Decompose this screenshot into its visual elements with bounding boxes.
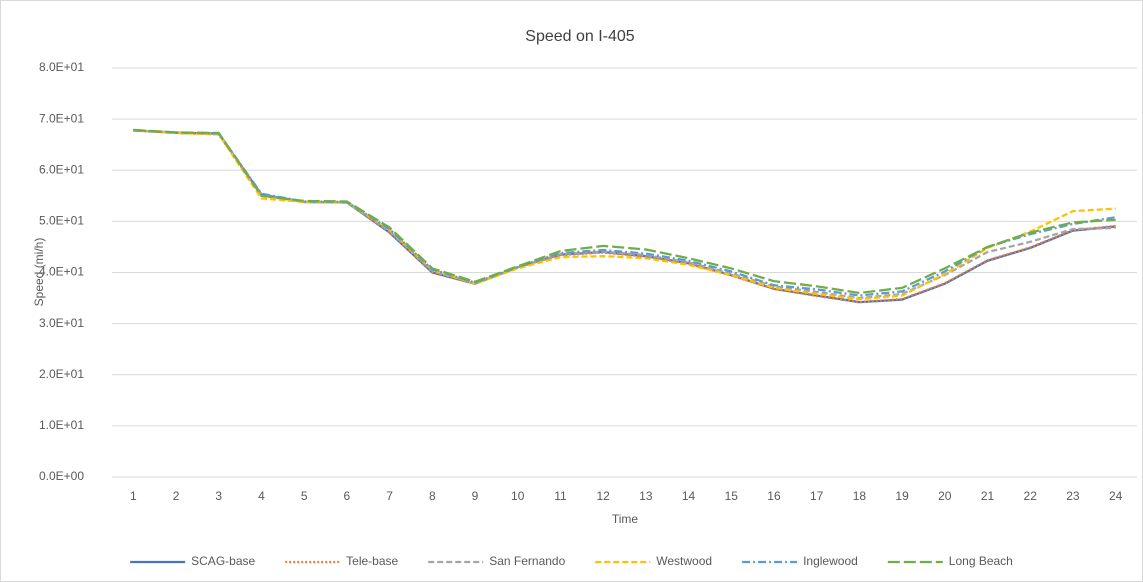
x-tick-label: 17 xyxy=(810,489,824,503)
x-tick-label: 22 xyxy=(1024,489,1038,503)
x-tick-label: 1 xyxy=(130,489,137,503)
x-tick-label: 21 xyxy=(981,489,995,503)
x-tick-label: 2 xyxy=(173,489,180,503)
legend-label: Long Beach xyxy=(949,554,1013,568)
x-axis-title: Time xyxy=(612,512,639,526)
x-tick-label: 10 xyxy=(511,489,525,503)
y-tick-label: 1.0E+01 xyxy=(39,418,84,432)
x-tick-label: 5 xyxy=(301,489,308,503)
legend-label: Westwood xyxy=(656,554,712,568)
y-tick-label: 6.0E+01 xyxy=(39,162,84,176)
x-tick-label: 7 xyxy=(386,489,393,503)
series-line xyxy=(133,128,1116,295)
legend-label: Inglewood xyxy=(803,554,858,568)
y-tick-label: 5.0E+01 xyxy=(39,214,84,228)
x-tick-label: 15 xyxy=(725,489,739,503)
y-tick-label: 0.0E+00 xyxy=(39,469,84,483)
y-axis-title: Speed (mi/h) xyxy=(32,238,46,307)
x-tick-label: 3 xyxy=(215,489,222,503)
y-tick-label: 2.0E+01 xyxy=(39,367,84,381)
y-tick-label: 4.0E+01 xyxy=(39,265,84,279)
x-tick-label: 24 xyxy=(1109,489,1123,503)
x-tick-label: 18 xyxy=(853,489,867,503)
x-tick-label: 9 xyxy=(472,489,479,503)
x-tick-label: 11 xyxy=(554,489,567,503)
series-line xyxy=(133,129,1116,300)
y-tick-label: 3.0E+01 xyxy=(39,316,84,330)
legend-label: San Fernando xyxy=(489,554,565,568)
x-tick-label: 14 xyxy=(682,489,696,503)
x-tick-label: 8 xyxy=(429,489,436,503)
legend-label: SCAG-base xyxy=(191,554,255,568)
x-tick-label: 13 xyxy=(639,489,653,503)
x-tick-label: 19 xyxy=(895,489,909,503)
y-tick-label: 8.0E+01 xyxy=(39,60,84,74)
series-line xyxy=(133,129,1116,301)
x-tick-label: 6 xyxy=(344,489,351,503)
x-tick-label: 16 xyxy=(767,489,781,503)
legend-label: Tele-base xyxy=(346,554,398,568)
x-tick-label: 12 xyxy=(596,489,610,503)
chart-title: Speed on I-405 xyxy=(525,28,635,45)
x-tick-label: 23 xyxy=(1066,489,1080,503)
x-tick-label: 20 xyxy=(938,489,952,503)
y-tick-label: 7.0E+01 xyxy=(39,111,84,125)
x-tick-label: 4 xyxy=(258,489,265,503)
